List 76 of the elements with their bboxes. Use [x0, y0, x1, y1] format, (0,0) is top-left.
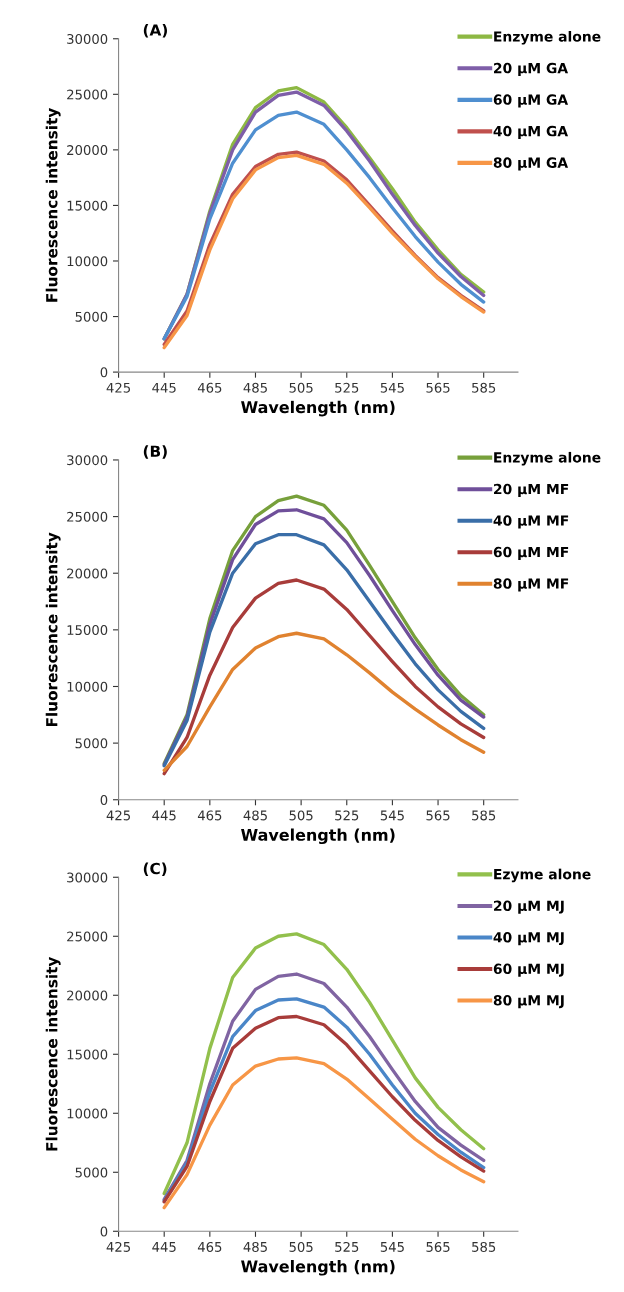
y-tick-label: 20000	[67, 145, 108, 156]
x-tick-label: 465	[197, 1241, 222, 1252]
x-tick-label: 485	[243, 1241, 267, 1252]
x-tick-label: 585	[472, 1241, 496, 1252]
x-tick-label: 565	[426, 382, 450, 393]
line-series	[162, 932, 486, 1196]
x-tick-label: 545	[380, 1242, 404, 1252]
y-tick-label: 0	[100, 367, 108, 378]
legend-label: Enzyme alone	[494, 30, 601, 45]
legend-label: 60 µM MJ	[493, 963, 564, 977]
legend-label: 80 µM GA	[493, 157, 569, 171]
y-tick-label: 10000	[67, 256, 108, 267]
y-tick-label: 30000	[67, 455, 108, 466]
y-tick-label: 0	[100, 794, 108, 805]
x-axis-title: Wavelength (nm)	[241, 828, 395, 845]
y-tick-label: 5000	[75, 738, 108, 749]
legend-label: 80 µM MF	[493, 578, 569, 592]
legend-label: 80 µM MJ	[493, 995, 564, 1009]
x-tick-label: 585	[472, 810, 496, 821]
x-tick-label: 485	[243, 382, 267, 393]
x-tick-label: 465	[197, 382, 222, 393]
legend-label: 60 µM GA	[493, 94, 569, 108]
y-axis-title: Fluorescence intensity	[45, 108, 61, 302]
x-tick-label: 565	[426, 810, 450, 821]
legend-label: 20 µM GA	[494, 62, 569, 77]
x-tick-label: 445	[152, 810, 176, 821]
x-tick-label: 505	[289, 382, 313, 393]
x-tick-label: 525	[335, 382, 359, 393]
x-axis-title: Wavelength (nm)	[241, 1260, 395, 1276]
x-tick-label: 525	[335, 1241, 359, 1252]
y-tick-label: 5000	[75, 311, 108, 322]
x-tick-label: 505	[289, 810, 313, 821]
x-tick-label: 525	[335, 810, 359, 821]
y-tick-label: 25000	[67, 89, 108, 100]
x-tick-label: 585	[472, 382, 496, 393]
legend-label: 40 µM MJ	[493, 932, 564, 946]
y-axis-title: Fluorescence intensity	[45, 956, 61, 1151]
y-tick-label: 25000	[67, 511, 108, 522]
legend-label: 60 µM MF	[493, 546, 569, 560]
y-tick-label: 5000	[75, 1167, 108, 1178]
y-tick-label: 10000	[67, 1108, 108, 1119]
line-series	[162, 578, 486, 776]
y-tick-label: 15000	[67, 625, 108, 636]
x-tick-label: 545	[380, 382, 404, 393]
line-series	[162, 1056, 486, 1210]
x-tick-label: 425	[106, 382, 130, 393]
y-tick-label: 10000	[67, 681, 108, 692]
x-tick-label: 565	[426, 1241, 450, 1252]
legend-label: 40 µM MF	[493, 515, 569, 529]
y-tick-label: 15000	[67, 200, 108, 211]
y-tick-label: 0	[100, 1226, 108, 1237]
y-tick-label: 30000	[67, 33, 108, 44]
x-tick-label: 445	[152, 382, 176, 393]
chart-title: (B)	[143, 445, 167, 459]
x-tick-label: 485	[243, 810, 267, 821]
line-series	[162, 631, 486, 772]
legend-label: Enzyme alone	[494, 451, 601, 466]
x-tick-label: 425	[106, 1241, 130, 1252]
y-tick-label: 20000	[67, 568, 108, 579]
legend-label: 40 µM GA	[493, 125, 569, 140]
x-tick-label: 505	[289, 1241, 313, 1252]
x-axis-title: Wavelength (nm)	[241, 400, 395, 417]
x-tick-label: 465	[197, 810, 222, 821]
x-tick-label: 545	[380, 810, 404, 821]
chart-title: (C)	[143, 862, 167, 877]
x-tick-label: 425	[106, 810, 130, 821]
y-tick-label: 30000	[67, 872, 108, 883]
y-tick-label: 20000	[67, 990, 108, 1001]
legend-label: Ezyme alone	[494, 868, 591, 883]
y-axis-title: Fluorescence intensity	[45, 532, 61, 727]
y-tick-label: 25000	[67, 931, 108, 942]
y-tick-label: 15000	[67, 1049, 108, 1060]
x-tick-label: 445	[152, 1242, 176, 1252]
chart-title: (A)	[143, 23, 167, 38]
legend-label: 20 µM MJ	[494, 900, 564, 914]
legend-label: 20 µM MF	[494, 483, 569, 497]
